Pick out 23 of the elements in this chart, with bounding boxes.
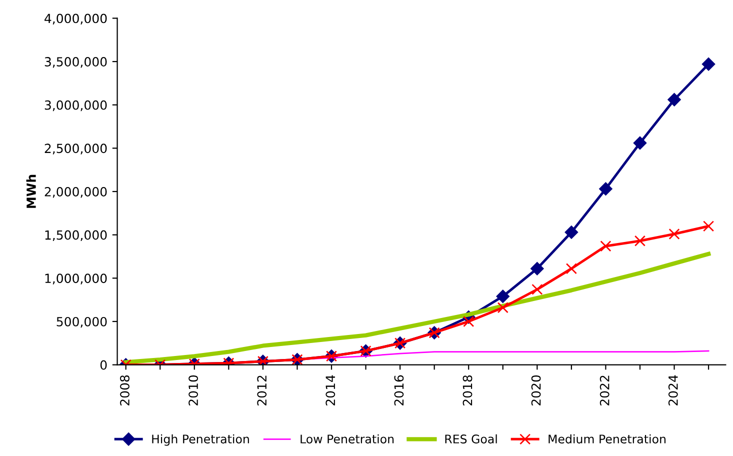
x-tick-label: 2024 bbox=[668, 375, 678, 406]
x-tick-label: 2018 bbox=[462, 375, 472, 406]
legend-label: High Penetration bbox=[152, 434, 249, 446]
y-tick-label: 0 bbox=[100, 360, 107, 370]
y-tick-label: 2,500,000 bbox=[44, 144, 107, 154]
x-tick-label: 2016 bbox=[394, 375, 404, 406]
y-axis-title: MWh bbox=[26, 174, 36, 208]
y-tick-label: 1,000,000 bbox=[45, 274, 107, 284]
x-tick-label: 2012 bbox=[257, 376, 267, 406]
legend-label: RES Goal bbox=[445, 434, 497, 444]
y-tick-label: 2,000,000 bbox=[44, 186, 107, 198]
x-tick-label: 2014 bbox=[326, 375, 336, 406]
x-tick-label: 2008 bbox=[120, 375, 130, 406]
x-tick-label: 2022 bbox=[600, 376, 610, 406]
x-tick-label: 2020 bbox=[531, 375, 541, 406]
y-tick-label: 4,000,000 bbox=[44, 14, 107, 24]
x-tick-label: 2010 bbox=[188, 375, 198, 406]
legend-label: Medium Penetration bbox=[548, 434, 666, 444]
y-tick-label: 3,500,000 bbox=[44, 57, 107, 68]
legend-label: Low Penetration bbox=[300, 434, 394, 444]
y-tick-label: 3,000,000 bbox=[44, 100, 107, 112]
y-tick-label: 500,000 bbox=[56, 316, 107, 328]
y-tick-label: 1,500,000 bbox=[45, 230, 107, 242]
